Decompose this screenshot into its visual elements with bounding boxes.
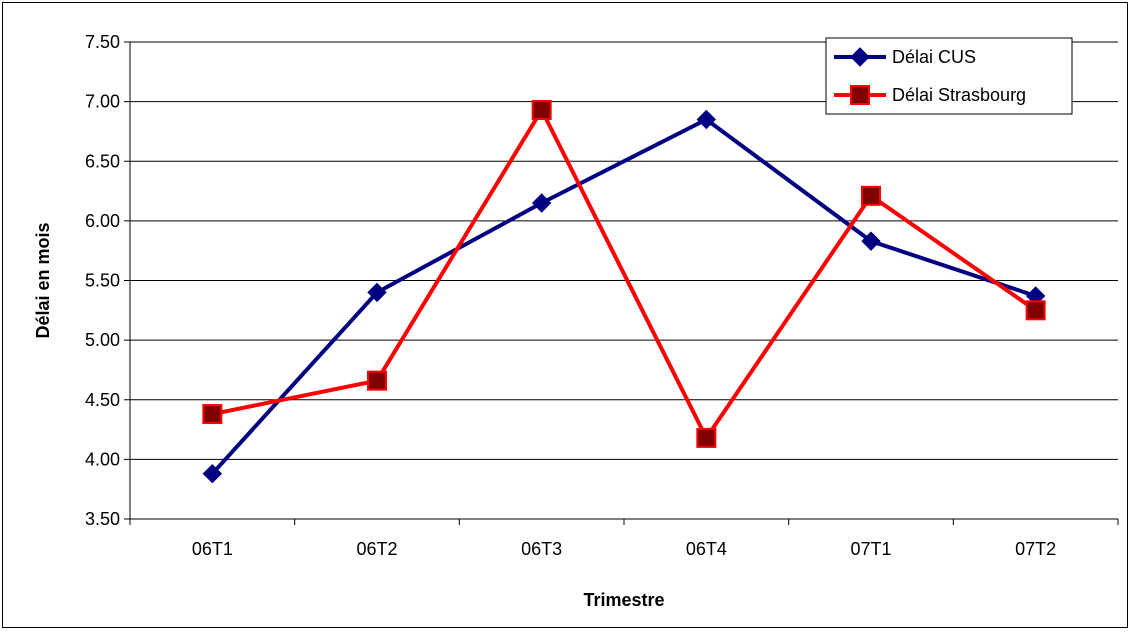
data-point-2: [367, 370, 387, 391]
x-tick-label: 07T1: [850, 539, 891, 559]
y-tick-labels: 3.50 4.00 4.50 5.00 5.50 6.00 6.50 7.00 7.50: [85, 32, 120, 529]
data-point-2: [531, 99, 552, 120]
x-axis-title: Trimestre: [583, 590, 664, 610]
x-tick-label: 06T1: [192, 539, 233, 559]
legend-label: Délai CUS: [892, 47, 976, 67]
legend-items: Délai CUS Délai Strasbourg: [834, 47, 1026, 105]
y-tick-label: 7.50: [85, 32, 120, 52]
data-point-1: [531, 193, 552, 213]
axes: [124, 41, 1119, 525]
y-tick-label: 6.50: [85, 151, 120, 171]
series-markers: [202, 99, 1046, 484]
y-tick-label: 4.00: [85, 449, 120, 469]
data-point-1: [202, 463, 223, 484]
series-lines: [210, 105, 1037, 476]
data-point-1: [696, 109, 717, 130]
y-tick-label: 4.50: [85, 390, 120, 410]
legend-label: Délai Strasbourg: [892, 85, 1026, 105]
y-tick-label: 7.00: [85, 92, 120, 112]
data-point-2: [696, 427, 717, 448]
y-tick-label: 3.50: [85, 509, 120, 529]
y-axis-title: Délai en mois: [33, 222, 53, 338]
x-tick-label: 07T2: [1015, 539, 1056, 559]
data-point-2: [861, 185, 881, 206]
x-tick-label: 06T4: [686, 539, 727, 559]
y-tick-label: 5.00: [85, 330, 120, 350]
x-tick-label: 06T3: [521, 539, 562, 559]
x-tick-label: 06T2: [356, 539, 397, 559]
legend-swatch-marker: [850, 85, 870, 105]
y-tick-label: 6.00: [85, 211, 120, 231]
legend-swatch-marker: [850, 47, 870, 67]
y-tick-label: 5.50: [85, 271, 120, 291]
data-point-1: [861, 231, 881, 251]
data-point-2: [202, 404, 223, 425]
series-line-1: [210, 117, 1037, 476]
x-tick-labels: 06T1 06T2 06T3 06T4 07T1 07T2: [192, 539, 1056, 559]
series-line-2: [211, 105, 1037, 442]
data-point-2: [1025, 300, 1046, 321]
legend: Délai CUS Délai Strasbourg: [825, 37, 1073, 115]
data-point-1: [367, 282, 387, 303]
